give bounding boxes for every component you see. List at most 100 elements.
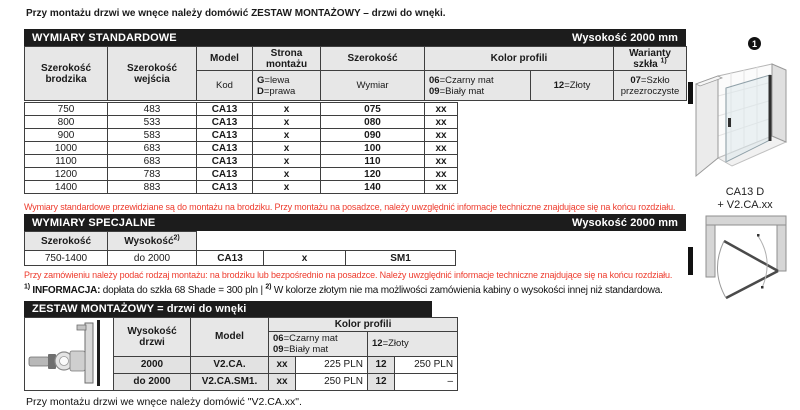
col-header-model: Model xyxy=(196,46,253,71)
cell-model: V2.CA.SM1. xyxy=(190,372,269,392)
cell-kolor-xx: xx xyxy=(268,355,296,374)
subheader-kolor-06-09: 06=Czarny mat 09=Biały mat xyxy=(424,70,531,101)
cell-model: CA13 xyxy=(196,102,253,116)
special-warning-note: Przy zamówieniu należy podać rodzaj mont… xyxy=(24,270,673,280)
cell-kolor: xx xyxy=(424,128,458,142)
cell-kod-sm1: SM1 xyxy=(345,250,456,266)
cell-model: V2.CA. xyxy=(190,355,269,374)
cell-model: CA13 xyxy=(196,180,253,194)
col-header-strona-montazu: Strona montażu xyxy=(252,46,321,71)
cell-kolor-12: 12 xyxy=(367,355,395,374)
cell-wysokosc: do 2000 xyxy=(113,372,191,392)
door-swing-plan-svg xyxy=(705,215,787,300)
cell-kolor: xx xyxy=(424,102,458,116)
illustration-caption: CA13 D + V2.CA.xx xyxy=(688,186,800,212)
top-note-text: Przy montażu drzwi we wnęce należy domów… xyxy=(26,8,252,19)
zestaw-subheader-06-09: 06=Czarny mat 09=Biały mat xyxy=(268,331,368,357)
zestaw-header-wysokosc: Wysokość drzwi xyxy=(113,317,191,357)
cell-szerokosc-range: 750-1400 xyxy=(24,250,108,266)
special-section-bar: WYMIARY SPECJALNE Wysokość 2000 mm xyxy=(24,214,686,231)
zestaw-header-model: Model xyxy=(190,317,269,357)
footnote-1-marker: 1) xyxy=(24,283,30,291)
top-note: Przy montażu drzwi we wnęce należy domów… xyxy=(26,8,446,19)
cell-price: 250 PLN xyxy=(295,372,368,392)
cell-strona: x xyxy=(252,102,321,116)
mounting-profile-drawing xyxy=(24,317,114,391)
subheader-kod: Kod xyxy=(196,70,253,101)
cell-model: CA13 xyxy=(196,115,253,129)
special-section-title: WYMIARY SPECJALNE xyxy=(32,216,156,229)
footnote-text-2: W kolorze złotym nie ma możliwości zamów… xyxy=(271,285,663,296)
cell-brodzik: 1200 xyxy=(24,167,108,181)
table-row: 1100 683 CA13 x 110 xx xyxy=(24,154,458,168)
cell-wejscie: 783 xyxy=(107,167,197,181)
cell-strona: x xyxy=(252,141,321,155)
cell-szerokosc: 120 xyxy=(320,167,425,181)
cell-szerokosc: 080 xyxy=(320,115,425,129)
cell-brodzik: 1100 xyxy=(24,154,108,168)
cell-model: CA13 xyxy=(196,167,253,181)
special-header-wysokosc: Wysokość2) xyxy=(107,231,197,251)
table-row: 750-1400 do 2000 CA13 x SM1 xyxy=(24,250,456,266)
table-row: 750 483 CA13 x 075 xx xyxy=(24,102,458,116)
cell-model: CA13 xyxy=(196,141,253,155)
cell-wejscie: 683 xyxy=(107,141,197,155)
standard-section-bar: WYMIARY STANDARDOWE Wysokość 2000 mm xyxy=(24,29,686,46)
footnote-informacja-label: INFORMACJA: xyxy=(32,285,101,296)
cell-wejscie: 883 xyxy=(107,180,197,194)
cell-model: CA13 xyxy=(196,128,253,142)
standard-table-header: Szerokość brodzika Szerokość wejścia Mod… xyxy=(24,46,688,101)
cell-szerokosc: 110 xyxy=(320,154,425,168)
cell-wejscie: 533 xyxy=(107,115,197,129)
cell-brodzik: 800 xyxy=(24,115,108,129)
cell-szerokosc: 100 xyxy=(320,141,425,155)
zestaw-subheader-12: 12=Złoty xyxy=(366,331,459,357)
zestaw-section-bar: ZESTAW MONTAŻOWY = drzwi do wnęki xyxy=(24,301,432,317)
top-note-strong: ZESTAW MONTAŻOWY – drzwi do wnęki. xyxy=(251,8,446,19)
table-row: 1400 883 CA13 x 140 xx xyxy=(24,180,458,194)
mounting-profile-svg xyxy=(28,320,100,386)
cell-kolor: xx xyxy=(424,180,458,194)
zestaw-header-kolor: Kolor profili xyxy=(267,316,459,333)
cell-kolor: xx xyxy=(424,115,458,129)
cell-brodzik: 1400 xyxy=(24,180,108,194)
table-row: 900 583 CA13 x 090 xx xyxy=(24,128,458,142)
cell-brodzik: 900 xyxy=(24,128,108,142)
cell-model: CA13 xyxy=(196,154,253,168)
cell-szerokosc: 140 xyxy=(320,180,425,194)
door-swing-plan-drawing xyxy=(700,214,792,306)
cell-szerokosc: 075 xyxy=(320,102,425,116)
caption-kit: + V2.CA.xx xyxy=(717,199,773,211)
cell-wejscie: 483 xyxy=(107,102,197,116)
empty-area xyxy=(196,231,456,251)
cell-wejscie: 583 xyxy=(107,128,197,142)
page-edge-tab xyxy=(688,82,693,104)
page-edge-tab xyxy=(688,247,693,275)
cell-wejscie: 683 xyxy=(107,154,197,168)
cell-wysokosc: do 2000 xyxy=(107,250,197,266)
standard-table-body: 750 483 CA13 x 075 xx 800 533 CA13 x 080 xx 900 583… xyxy=(24,102,458,194)
caption-model: CA13 D xyxy=(725,186,765,198)
cell-szerokosc: 090 xyxy=(320,128,425,142)
col-header-szerokosc: Szerokość xyxy=(320,46,425,71)
cell-brodzik: 1000 xyxy=(24,141,108,155)
cell-strona: x xyxy=(252,154,321,168)
special-header-szerokosc: Szerokość xyxy=(24,231,108,251)
subheader-strona-codes: G=lewa D=prawa xyxy=(252,70,321,101)
cell-strona: x xyxy=(252,180,321,194)
standard-warning-note: Wymiary standardowe przewidziane są do m… xyxy=(24,202,676,212)
subheader-kolor-12: 12=Złoty xyxy=(529,70,615,101)
cell-kolor: xx xyxy=(424,154,458,168)
cell-strona: x xyxy=(263,250,346,266)
col-header-szerokosc-brodzika: Szerokość brodzika xyxy=(24,46,108,101)
cell-brodzik: 750 xyxy=(24,102,108,116)
cell-strona: x xyxy=(252,115,321,129)
cell-price: – xyxy=(393,372,459,392)
col-header-szerokosc-wejscia: Szerokość wejścia xyxy=(107,46,197,101)
cell-kolor: xx xyxy=(424,167,458,181)
special-table: Szerokość Wysokość2) 750-1400 do 2000 CA… xyxy=(24,231,456,266)
subheader-szklo-07: 07=Szkło przezroczyste xyxy=(613,70,688,101)
special-section-height: Wysokość 2000 mm xyxy=(572,216,678,229)
cell-strona: x xyxy=(252,128,321,142)
